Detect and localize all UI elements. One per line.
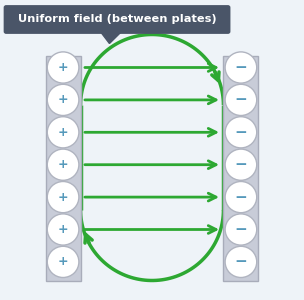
Text: +: + xyxy=(58,158,68,171)
Text: −: − xyxy=(235,222,247,237)
FancyBboxPatch shape xyxy=(4,5,230,34)
Polygon shape xyxy=(100,32,122,44)
Text: −: − xyxy=(235,157,247,172)
Circle shape xyxy=(47,52,79,83)
Circle shape xyxy=(47,246,79,278)
Text: −: − xyxy=(235,92,247,107)
Text: +: + xyxy=(58,126,68,139)
Circle shape xyxy=(225,84,257,116)
Text: +: + xyxy=(58,223,68,236)
Text: +: + xyxy=(58,255,68,268)
Circle shape xyxy=(225,52,257,83)
Text: −: − xyxy=(235,60,247,75)
Circle shape xyxy=(47,84,79,116)
Text: +: + xyxy=(58,190,68,204)
Circle shape xyxy=(47,214,79,245)
Text: Uniform field (between plates): Uniform field (between plates) xyxy=(18,14,216,25)
Circle shape xyxy=(225,246,257,278)
Text: −: − xyxy=(235,125,247,140)
Circle shape xyxy=(225,117,257,148)
Text: +: + xyxy=(58,61,68,74)
Circle shape xyxy=(225,214,257,245)
Circle shape xyxy=(47,117,79,148)
Text: −: − xyxy=(235,190,247,205)
Text: +: + xyxy=(58,93,68,106)
Text: −: − xyxy=(235,254,247,269)
Circle shape xyxy=(225,182,257,213)
Bar xyxy=(46,56,81,280)
Circle shape xyxy=(225,149,257,180)
Bar xyxy=(223,56,258,280)
Circle shape xyxy=(47,149,79,180)
Circle shape xyxy=(47,182,79,213)
